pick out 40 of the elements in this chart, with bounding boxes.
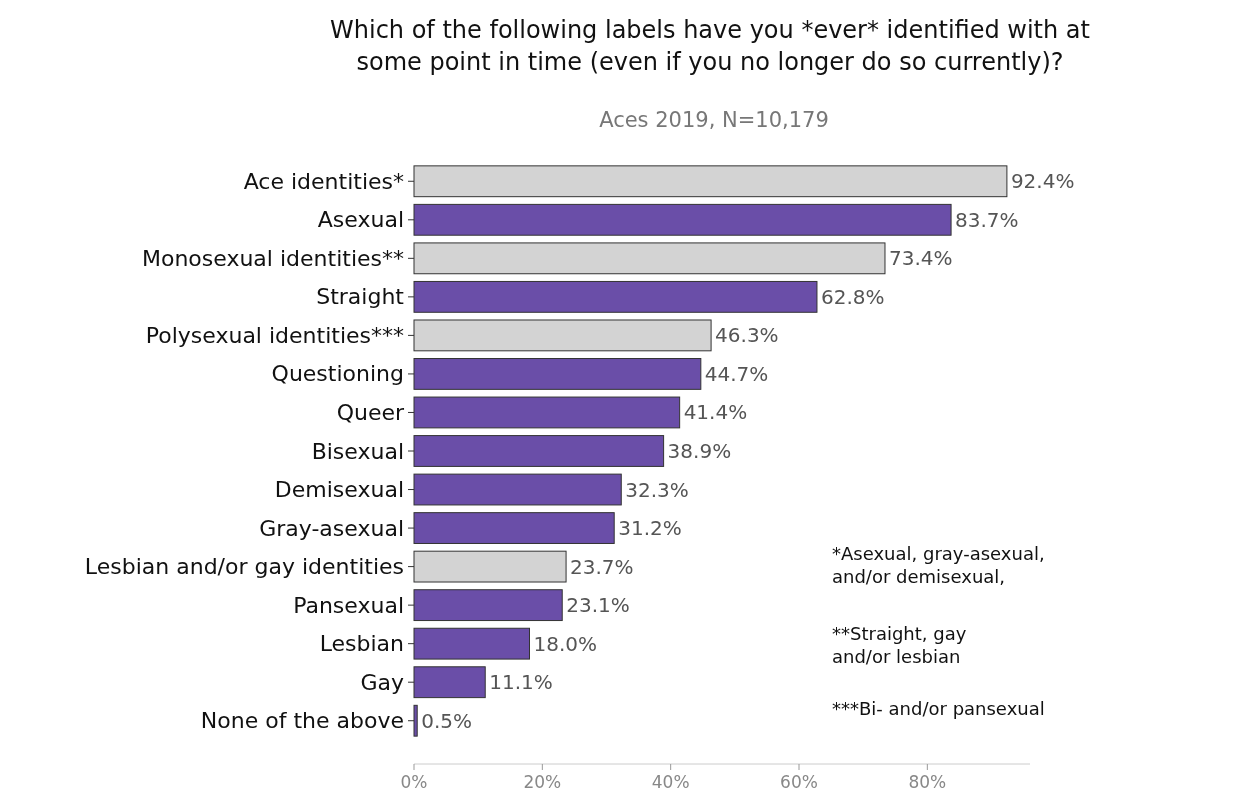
data-label: 0.5%	[421, 708, 473, 733]
data-label: 83.7%	[955, 207, 1019, 232]
annotation: ***Bi- and/or pansexual	[832, 698, 1045, 719]
y-tick-label: Lesbian and/or gay identities	[84, 554, 404, 580]
y-tick-label: Ace identities*	[243, 168, 404, 194]
chart-title: Which of the following labels have you *ever* identified with at some point in time (even if you no longer do so currently)?	[330, 16, 1090, 76]
x-tick-label: 80%	[908, 772, 947, 792]
y-tick-label: Asexual	[317, 207, 404, 233]
y-tick-label: Straight	[316, 284, 405, 310]
annotation: *Asexual, gray-asexual, and/or demisexual,	[832, 543, 1045, 587]
data-label: 41.4%	[683, 400, 748, 425]
data-label: 44.7%	[704, 361, 769, 386]
data-label: 46.3%	[715, 323, 779, 348]
y-tick-label: Bisexual	[311, 438, 404, 464]
data-label: 31.2%	[618, 516, 682, 541]
x-tick-label: 60%	[780, 772, 818, 792]
chart-subtitle: Aces 2019, N=10,179	[599, 108, 829, 132]
y-tick-label: Questioning	[271, 361, 404, 387]
y-tick-label: Polysexual identities***	[145, 322, 404, 348]
y-tick-label: None of the above	[200, 708, 404, 734]
x-tick-label: 0%	[400, 772, 428, 792]
data-label: 23.1%	[566, 593, 630, 618]
y-tick-label: Queer	[336, 399, 405, 425]
y-tick-label: Lesbian	[319, 631, 404, 657]
data-label: 73.4%	[888, 246, 953, 271]
x-tick-label: 40%	[651, 772, 690, 792]
y-tick-label: Gay	[360, 669, 404, 695]
y-tick-label: Gray-asexual	[259, 515, 404, 541]
data-label: 18.0%	[533, 631, 598, 656]
annotation: **Straight, gay and/or lesbian	[832, 623, 967, 667]
y-tick-label: Demisexual	[274, 477, 404, 503]
data-label: 32.3%	[625, 477, 689, 502]
data-label: 38.9%	[667, 439, 732, 463]
data-label: 62.8%	[820, 284, 885, 309]
y-tick-label: Pansexual	[293, 592, 404, 618]
y-tick-label: Monosexual identities**	[141, 245, 404, 271]
data-label: 23.7%	[570, 554, 634, 579]
x-tick-label: 20%	[523, 772, 562, 792]
data-label: 92.4%	[1010, 169, 1075, 194]
data-label: 11.1%	[489, 670, 553, 695]
